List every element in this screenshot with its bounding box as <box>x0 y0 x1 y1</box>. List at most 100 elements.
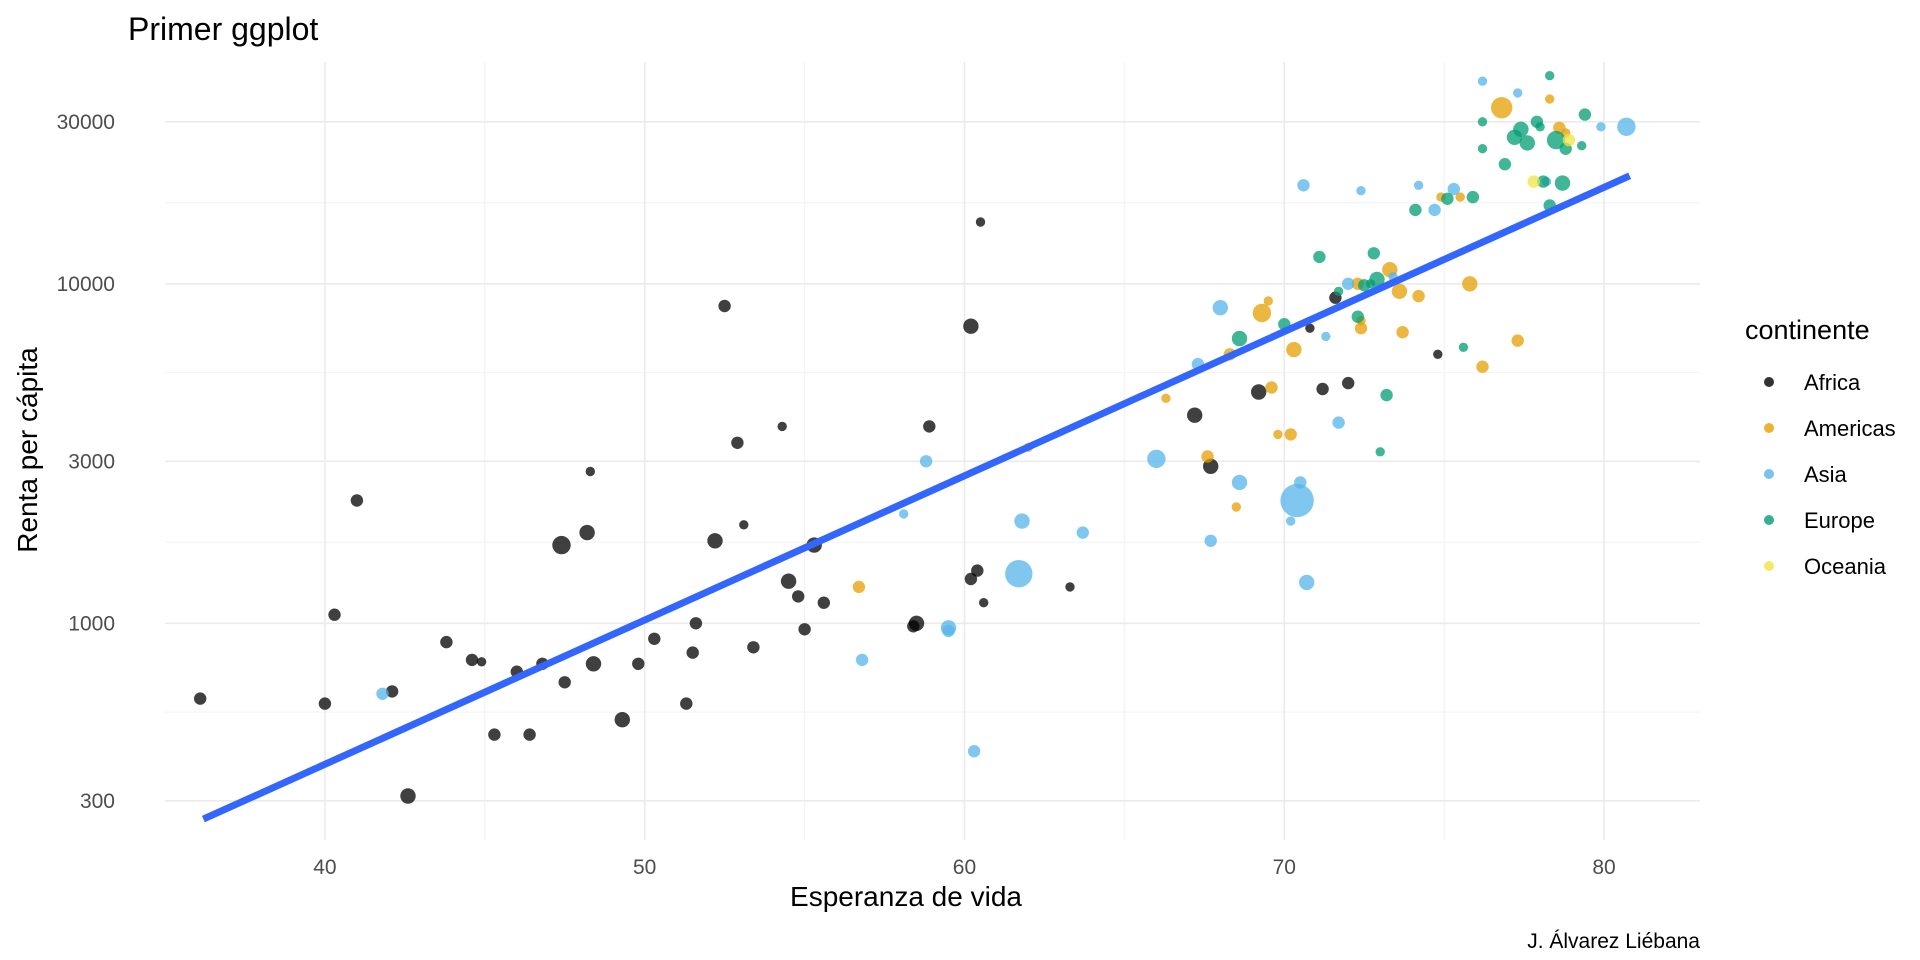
data-point <box>1321 331 1331 342</box>
data-point <box>1351 310 1365 323</box>
legend-key-africa <box>1764 377 1774 387</box>
data-point <box>798 623 811 636</box>
y-tick-label: 300 <box>80 790 115 813</box>
data-point <box>1263 296 1274 306</box>
data-point <box>376 687 389 700</box>
data-point <box>1409 203 1422 217</box>
data-point <box>1513 121 1529 137</box>
data-point <box>689 617 703 630</box>
x-tick-label: 60 <box>953 856 976 879</box>
legend-label-oceania: Oceania <box>1804 554 1887 579</box>
data-point <box>632 657 645 670</box>
data-point <box>1201 450 1214 463</box>
data-point <box>523 728 536 741</box>
data-point <box>908 615 925 631</box>
data-point <box>579 524 595 541</box>
data-point <box>1433 349 1443 359</box>
legend-key-americas <box>1764 423 1774 433</box>
series-oceania <box>1527 133 1576 188</box>
data-point <box>1354 322 1368 335</box>
data-point <box>1076 526 1090 539</box>
chart-title: Primer ggplot <box>128 11 318 47</box>
data-point <box>1578 108 1592 121</box>
data-point <box>1513 88 1523 98</box>
data-point <box>777 421 787 432</box>
data-point <box>1413 180 1424 190</box>
legend-label-europe: Europe <box>1804 508 1875 533</box>
data-point <box>731 436 744 449</box>
data-point <box>1299 574 1315 591</box>
data-point <box>1286 516 1296 526</box>
data-point <box>1577 141 1587 151</box>
x-tick-label: 80 <box>1592 856 1615 879</box>
data-point <box>1161 393 1171 403</box>
data-point <box>400 788 416 804</box>
data-point <box>1396 326 1409 339</box>
data-point <box>1375 447 1385 457</box>
data-point <box>1332 416 1345 429</box>
data-point <box>1147 449 1166 469</box>
data-point <box>919 455 933 468</box>
data-point <box>1519 135 1536 151</box>
data-points <box>194 71 1636 804</box>
legend-label-asia: Asia <box>1804 462 1848 487</box>
data-point <box>1356 186 1366 196</box>
y-axis-title: Renta per cápita <box>12 347 43 553</box>
data-point <box>1369 271 1385 288</box>
data-point <box>1305 323 1315 333</box>
data-point <box>718 299 731 313</box>
data-point <box>747 641 760 654</box>
data-point <box>1286 341 1302 358</box>
data-point <box>817 596 830 609</box>
data-point <box>1297 179 1310 192</box>
data-point <box>1380 388 1393 402</box>
data-point <box>465 653 479 667</box>
y-tick-label: 30000 <box>57 111 115 134</box>
y-tick-label: 10000 <box>57 273 115 296</box>
data-point <box>1204 534 1217 547</box>
legend-key-europe <box>1764 515 1774 525</box>
data-point <box>1511 334 1524 347</box>
data-point <box>707 533 723 549</box>
data-point <box>964 572 978 586</box>
data-point <box>1441 192 1454 205</box>
data-point <box>1491 97 1513 119</box>
data-point <box>350 494 364 507</box>
data-point <box>1477 76 1488 86</box>
legend: Africa Americas Asia Europe Oceania <box>1764 370 1896 579</box>
data-point <box>1342 376 1355 390</box>
data-point <box>1065 582 1075 592</box>
legend-label-americas: Americas <box>1804 416 1896 441</box>
data-point <box>194 692 207 705</box>
x-tick-label: 50 <box>633 856 656 879</box>
data-point <box>1554 175 1571 191</box>
data-point <box>476 657 487 667</box>
data-point <box>1212 300 1229 316</box>
data-point <box>558 676 571 689</box>
data-point <box>1545 94 1555 104</box>
data-point <box>686 646 699 659</box>
data-point <box>1313 250 1326 264</box>
data-point <box>1231 474 1248 491</box>
data-point <box>979 598 989 608</box>
data-point <box>1294 476 1307 489</box>
data-point <box>1462 276 1478 292</box>
data-point <box>855 653 869 667</box>
data-point <box>585 656 602 672</box>
data-point <box>739 520 749 530</box>
data-point <box>1466 190 1480 204</box>
data-point <box>1273 429 1283 440</box>
data-point <box>1458 342 1469 352</box>
data-point <box>1014 513 1030 529</box>
data-point <box>780 573 797 589</box>
data-point <box>1280 483 1314 518</box>
data-point <box>1545 71 1555 81</box>
data-point <box>440 635 453 649</box>
data-point <box>1333 286 1344 296</box>
data-point <box>1546 130 1566 150</box>
data-point <box>852 580 866 594</box>
data-point <box>942 624 955 638</box>
data-point <box>1455 192 1465 202</box>
